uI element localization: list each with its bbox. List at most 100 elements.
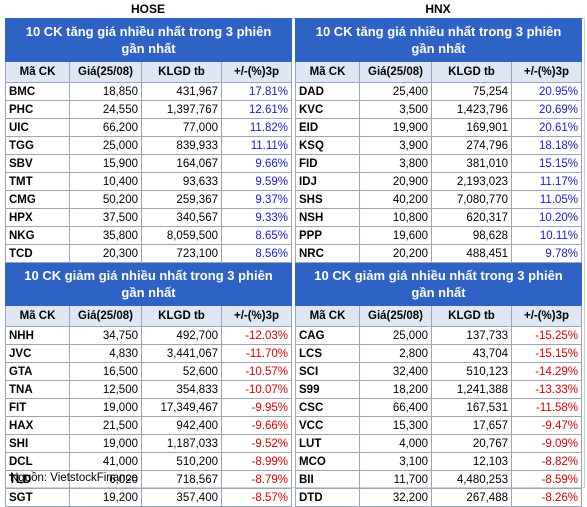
ticker-symbol: SGT: [5, 488, 70, 507]
ticker-symbol: TGG: [5, 136, 70, 155]
hose-table: 10 CK tăng giá nhiều nhất trong 3 phiên …: [4, 18, 293, 507]
price-cell: 66,400: [359, 398, 432, 417]
change-percent-cell: 20.69%: [510, 100, 583, 119]
table-row: KSQ 3,900 274,796 18.18%: [295, 136, 583, 155]
ticker-symbol: NHH: [5, 326, 70, 345]
change-percent-cell: -10.07%: [220, 380, 293, 399]
ticker-symbol: SHI: [5, 434, 70, 453]
change-percent-cell: 9.66%: [220, 154, 293, 173]
change-percent-cell: 9.59%: [220, 172, 293, 191]
hose-gainers-section-title: 10 CK tăng giá nhiều nhất trong 3 phiên …: [4, 18, 293, 62]
table-row: VCC 15,300 17,657 -9.47%: [295, 416, 583, 435]
price-cell: 40,200: [359, 190, 432, 209]
hnx-losers-section-title: 10 CK giảm giá nhiều nhất trong 3 phiên …: [294, 262, 583, 306]
price-cell: 20,300: [69, 244, 142, 263]
ticker-symbol: LCS: [295, 344, 360, 363]
volume-cell: 340,567: [141, 208, 222, 227]
ticker-symbol: VCC: [295, 416, 360, 435]
ticker-symbol: MCO: [295, 452, 360, 471]
volume-cell: 839,933: [141, 136, 222, 155]
price-cell: 32,200: [359, 488, 432, 507]
hose-gainers-section-row: 10 CK tăng giá nhiều nhất trong 3 phiên …: [4, 18, 293, 62]
change-percent-cell: 8.56%: [220, 244, 293, 263]
table-row: PHC 24,550 1,397,767 12.61%: [5, 100, 293, 119]
table-row: TCD 20,300 723,100 8.56%: [5, 244, 293, 263]
hnx-losers-header-row: Mã CK Giá(25/08) KLGD tb +/-(%)3p: [295, 305, 583, 327]
ticker-symbol: SBV: [5, 154, 70, 173]
price-cell: 24,550: [69, 100, 142, 119]
price-cell: 19,000: [69, 398, 142, 417]
ticker-symbol: HPX: [5, 208, 70, 227]
table-row: FID 3,800 381,010 15.15%: [295, 154, 583, 173]
ticker-symbol: EID: [295, 118, 360, 137]
ticker-symbol: HAX: [5, 416, 70, 435]
volume-cell: 17,349,467: [141, 398, 222, 417]
volume-cell: 354,833: [141, 380, 222, 399]
price-cell: 18,850: [69, 82, 142, 101]
change-percent-cell: -8.99%: [220, 452, 293, 471]
price-cell: 21,500: [69, 416, 142, 435]
ticker-symbol: CMG: [5, 190, 70, 209]
change-percent-cell: 8.65%: [220, 226, 293, 245]
hose-losers-section-row: 10 CK giảm giá nhiều nhất trong 3 phiên …: [4, 262, 293, 306]
volume-cell: 723,100: [141, 244, 222, 263]
ticker-symbol: SCI: [295, 362, 360, 381]
table-row: CSC 66,400 167,531 -11.58%: [295, 398, 583, 417]
hose-gainers-header-row: Mã CK Giá(25/08) KLGD tb +/-(%)3p: [5, 61, 293, 83]
price-cell: 18,200: [359, 380, 432, 399]
ticker-symbol: GTA: [5, 362, 70, 381]
volume-cell: 1,423,796: [431, 100, 512, 119]
price-cell: 3,100: [359, 452, 432, 471]
ticker-symbol: DTD: [295, 488, 360, 507]
hose-table-body: 10 CK tăng giá nhiều nhất trong 3 phiên …: [4, 18, 293, 507]
ticker-symbol: PPP: [295, 226, 360, 245]
column-header: KLGD tb: [431, 305, 512, 327]
price-cell: 6,020: [69, 470, 142, 489]
volume-cell: 7,080,770: [431, 190, 512, 209]
price-cell: 3,900: [359, 136, 432, 155]
ticker-symbol: NRC: [295, 244, 360, 263]
ticker-symbol: DCL: [5, 452, 70, 471]
column-header: KLGD tb: [141, 61, 222, 83]
change-percent-cell: -8.57%: [220, 488, 293, 507]
volume-cell: 381,010: [431, 154, 512, 173]
price-cell: 25,400: [359, 82, 432, 101]
table-row: BII 11,700 4,480,253 -8.59%: [295, 470, 583, 489]
price-cell: 4,830: [69, 344, 142, 363]
hnx-gainers-section-title: 10 CK tăng giá nhiều nhất trong 3 phiên …: [294, 18, 583, 62]
volume-cell: 8,059,500: [141, 226, 222, 245]
hnx-title: HNX: [425, 2, 451, 16]
table-row: DAD 25,400 75,254 20.95%: [295, 82, 583, 101]
hose-title: HOSE: [130, 2, 165, 16]
change-percent-cell: -8.59%: [510, 470, 583, 489]
volume-cell: 1,241,388: [431, 380, 512, 399]
volume-cell: 17,657: [431, 416, 512, 435]
table-row: GTA 16,500 52,600 -10.57%: [5, 362, 293, 381]
volume-cell: 492,700: [141, 326, 222, 345]
table-row: SBV 15,900 164,067 9.66%: [5, 154, 293, 173]
volume-cell: 510,200: [141, 452, 222, 471]
table-row: EID 19,900 169,901 20.61%: [295, 118, 583, 137]
table-row: UIC 66,200 77,000 11.82%: [5, 118, 293, 137]
ticker-symbol: FIT: [5, 398, 70, 417]
table-row: MCO 3,100 12,103 -8.82%: [295, 452, 583, 471]
change-percent-cell: 18.18%: [510, 136, 583, 155]
volume-cell: 75,254: [431, 82, 512, 101]
column-header: Mã CK: [295, 305, 360, 327]
volume-cell: 357,400: [141, 488, 222, 507]
price-cell: 11,700: [359, 470, 432, 489]
volume-cell: 3,441,067: [141, 344, 222, 363]
volume-cell: 77,000: [141, 118, 222, 137]
column-header: Mã CK: [295, 61, 360, 83]
price-cell: 66,200: [69, 118, 142, 137]
volume-cell: 43,704: [431, 344, 512, 363]
price-cell: 50,200: [69, 190, 142, 209]
volume-cell: 620,317: [431, 208, 512, 227]
table-row: JVC 4,830 3,441,067 -11.70%: [5, 344, 293, 363]
table-row: SHS 40,200 7,080,770 11.05%: [295, 190, 583, 209]
change-percent-cell: 9.37%: [220, 190, 293, 209]
table-row: TGG 25,000 839,933 11.11%: [5, 136, 293, 155]
volume-cell: 20,767: [431, 434, 512, 453]
price-cell: 3,800: [359, 154, 432, 173]
hose-losers-header-row: Mã CK Giá(25/08) KLGD tb +/-(%)3p: [5, 305, 293, 327]
